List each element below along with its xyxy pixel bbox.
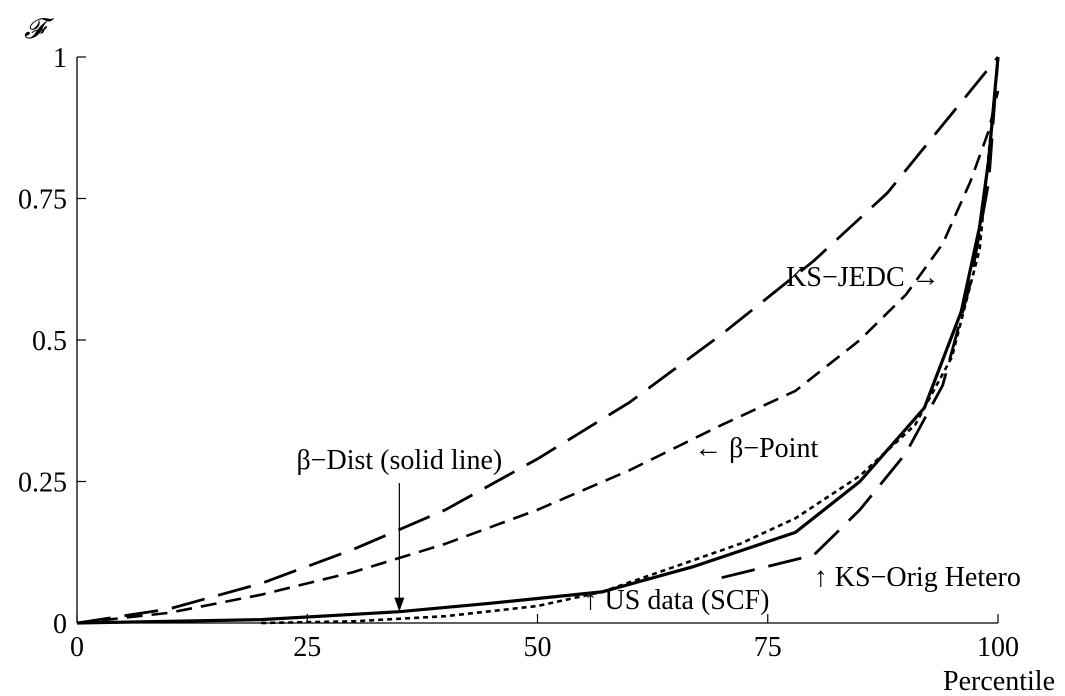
annotation-beta-dist: β−Dist (solid line) xyxy=(296,445,502,476)
annotations: KS−JEDC → ← β−Point β−Dist (solid line) ↑ U… xyxy=(296,262,1020,616)
x-tick-label: 100 xyxy=(977,632,1019,663)
y-tick-label: 1 xyxy=(53,43,67,74)
x-tick-label: 0 xyxy=(70,632,84,663)
annotation-ks-jedc: KS−JEDC → xyxy=(786,262,939,293)
series-line-ks-orig-hetero xyxy=(721,56,1000,580)
series-line-beta-dist xyxy=(76,56,1000,625)
x-axis-label: Percentile xyxy=(943,666,1055,696)
series-line-us-data-scf xyxy=(261,56,1000,625)
y-axis-label: 𝓕 xyxy=(24,14,54,45)
annotation-arrow-head xyxy=(394,597,405,612)
x-tick-label: 75 xyxy=(754,632,782,663)
series-line-ks-jedc xyxy=(76,56,1000,625)
series-lines xyxy=(76,56,1000,625)
y-tick-label: 0.5 xyxy=(32,326,67,357)
series-line-beta-point xyxy=(76,90,1000,625)
y-tick-label: 0 xyxy=(53,609,67,640)
y-tick-label: 0.75 xyxy=(18,185,67,216)
axes xyxy=(76,56,999,624)
tick-labels: 0 0.25 0.5 0.75 1 0 25 50 75 100 xyxy=(18,43,1019,663)
y-tick-label: 0.25 xyxy=(18,468,67,499)
x-tick-label: 25 xyxy=(293,632,321,663)
annotation-us-data-scf: ↑ US data (SCF) xyxy=(584,585,770,616)
x-tick-label: 50 xyxy=(524,632,552,663)
annotation-beta-point: ← β−Point xyxy=(694,433,818,464)
annotation-ks-orig-hetero: ↑ KS−Orig Hetero xyxy=(814,562,1021,593)
